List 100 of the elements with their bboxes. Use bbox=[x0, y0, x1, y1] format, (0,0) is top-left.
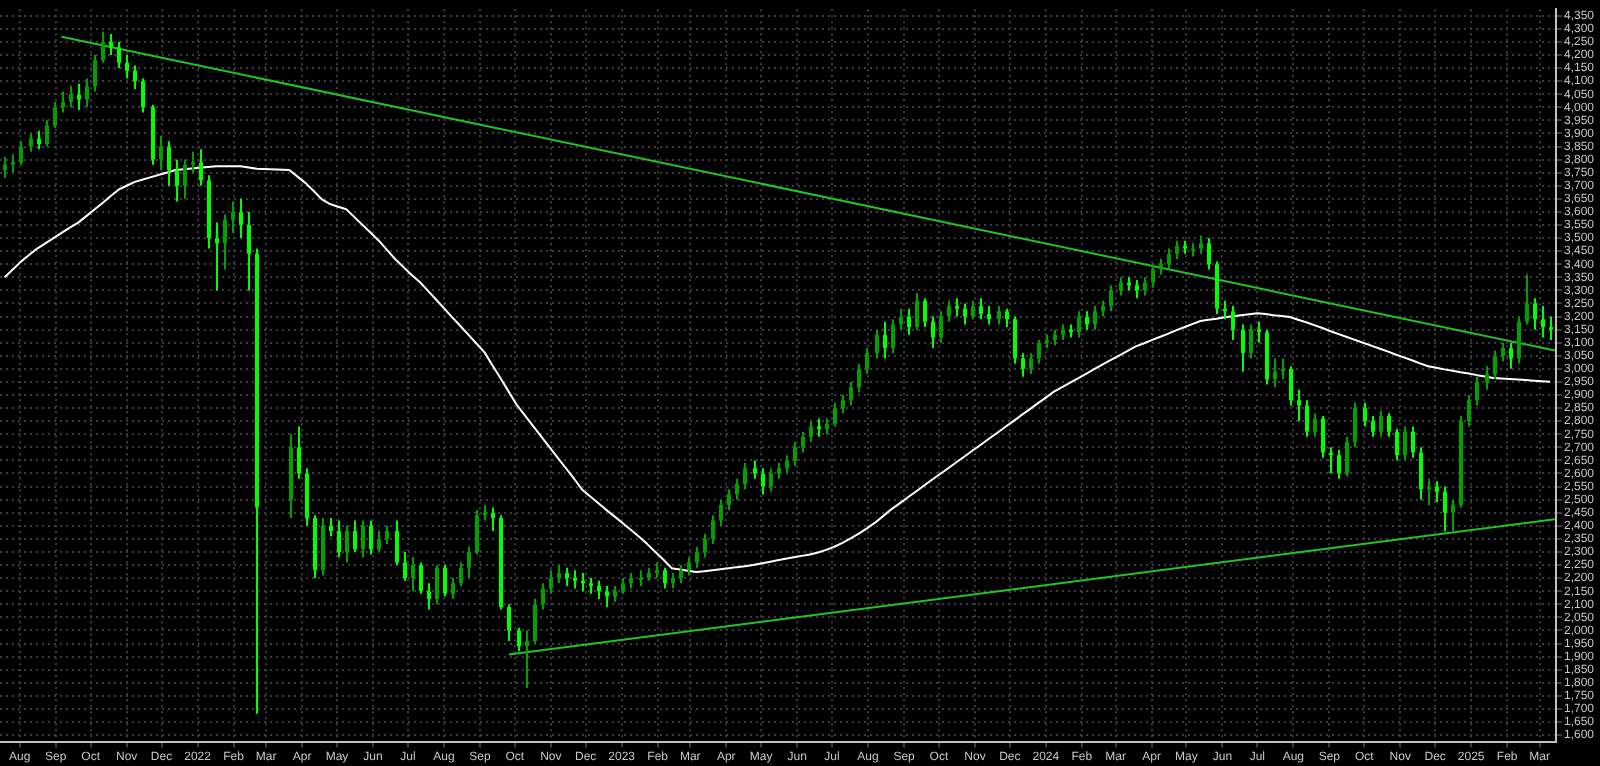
candlestick bbox=[801, 430, 805, 454]
candlestick bbox=[785, 454, 789, 475]
candlestick bbox=[223, 213, 227, 271]
candlestick bbox=[369, 519, 373, 556]
candlestick bbox=[1345, 435, 1349, 478]
candlestick bbox=[467, 545, 471, 580]
candlestick bbox=[1353, 401, 1357, 449]
candlestick bbox=[605, 584, 609, 608]
candlestick bbox=[557, 564, 561, 585]
candlestick bbox=[411, 556, 415, 593]
candlestick bbox=[793, 441, 797, 467]
candlestick bbox=[1085, 310, 1089, 331]
candlestick bbox=[1549, 315, 1553, 342]
candlestick bbox=[345, 524, 349, 564]
candlestick bbox=[639, 569, 643, 587]
candlestick bbox=[239, 197, 243, 240]
candlestick bbox=[1501, 341, 1505, 363]
candlestick bbox=[475, 509, 479, 556]
candlestick bbox=[923, 297, 927, 329]
candlestick bbox=[29, 132, 33, 153]
candlestick bbox=[687, 556, 691, 577]
candlestick bbox=[517, 626, 521, 653]
candlestick bbox=[963, 302, 967, 326]
candlestick bbox=[1005, 307, 1009, 329]
candlestick bbox=[663, 566, 667, 590]
candlestick bbox=[377, 530, 381, 553]
candlestick bbox=[133, 64, 137, 90]
candlestick bbox=[1509, 341, 1513, 370]
candlestick bbox=[891, 318, 895, 355]
candlestick bbox=[1321, 414, 1325, 459]
candlestick bbox=[857, 362, 861, 394]
candlestick bbox=[183, 158, 187, 200]
candlestick bbox=[769, 467, 773, 493]
candlestick bbox=[987, 305, 991, 326]
candlestick bbox=[1395, 428, 1399, 462]
candlestick bbox=[849, 380, 853, 407]
candlestick bbox=[53, 101, 57, 130]
candlestick bbox=[1265, 328, 1269, 386]
candlestick bbox=[971, 299, 975, 321]
candlestick bbox=[1013, 315, 1017, 365]
candlestick bbox=[1419, 446, 1423, 501]
candlestick bbox=[1151, 263, 1155, 289]
candlestick bbox=[899, 307, 903, 331]
candlestick bbox=[1029, 352, 1033, 376]
candlestick bbox=[1313, 412, 1317, 438]
candlestick bbox=[1525, 273, 1529, 326]
candlestick bbox=[1493, 349, 1497, 381]
candlestick bbox=[491, 506, 495, 533]
candlestick bbox=[1517, 315, 1521, 365]
candlestick bbox=[1363, 401, 1367, 428]
candlestick bbox=[1371, 414, 1375, 438]
candlestick bbox=[1475, 375, 1479, 407]
candlestick bbox=[597, 579, 601, 601]
candlestick bbox=[1485, 365, 1489, 391]
candlestick bbox=[1379, 409, 1383, 438]
candlestick bbox=[1167, 247, 1171, 271]
candlestick bbox=[727, 488, 731, 512]
candlestick bbox=[1207, 237, 1211, 271]
candlestick bbox=[69, 85, 73, 109]
candlestick bbox=[1143, 276, 1147, 297]
candlestick bbox=[743, 462, 747, 491]
candlestick bbox=[979, 297, 983, 321]
candlestick bbox=[1199, 234, 1203, 255]
candlestick bbox=[297, 425, 301, 480]
candlestick bbox=[915, 292, 919, 331]
candlestick bbox=[141, 77, 145, 114]
candlestick bbox=[3, 155, 7, 179]
candlestick bbox=[419, 561, 423, 595]
candlestick bbox=[199, 148, 203, 187]
candlestick bbox=[1119, 276, 1123, 297]
candlestick bbox=[1241, 323, 1245, 373]
candlestick bbox=[159, 135, 163, 172]
candlestick bbox=[1467, 394, 1471, 428]
candlestick bbox=[1021, 352, 1025, 378]
candlestick bbox=[1249, 323, 1253, 360]
candlestick bbox=[955, 297, 959, 318]
candlestick bbox=[321, 516, 325, 577]
candlestick bbox=[1077, 310, 1081, 339]
candlestick bbox=[695, 545, 699, 569]
candlestick bbox=[841, 394, 845, 415]
candlestick bbox=[703, 532, 707, 559]
candlestick bbox=[1443, 485, 1447, 533]
candlestick bbox=[947, 299, 951, 323]
candlestick bbox=[1435, 480, 1439, 504]
candlestick bbox=[1541, 305, 1545, 339]
candlestick bbox=[525, 629, 529, 689]
candlestick bbox=[101, 30, 105, 64]
candlestick bbox=[907, 307, 911, 336]
candlestick bbox=[883, 320, 887, 360]
candlestick bbox=[231, 200, 235, 234]
candlestick bbox=[11, 153, 15, 174]
candlestick bbox=[533, 598, 537, 645]
candlestick bbox=[443, 564, 447, 598]
candlestick bbox=[507, 603, 511, 642]
candlestick bbox=[541, 582, 545, 611]
candlestick bbox=[361, 519, 365, 559]
candlestick bbox=[305, 467, 309, 527]
candlestick bbox=[215, 221, 219, 292]
candlestick bbox=[1387, 412, 1391, 438]
candlestick bbox=[19, 140, 23, 166]
